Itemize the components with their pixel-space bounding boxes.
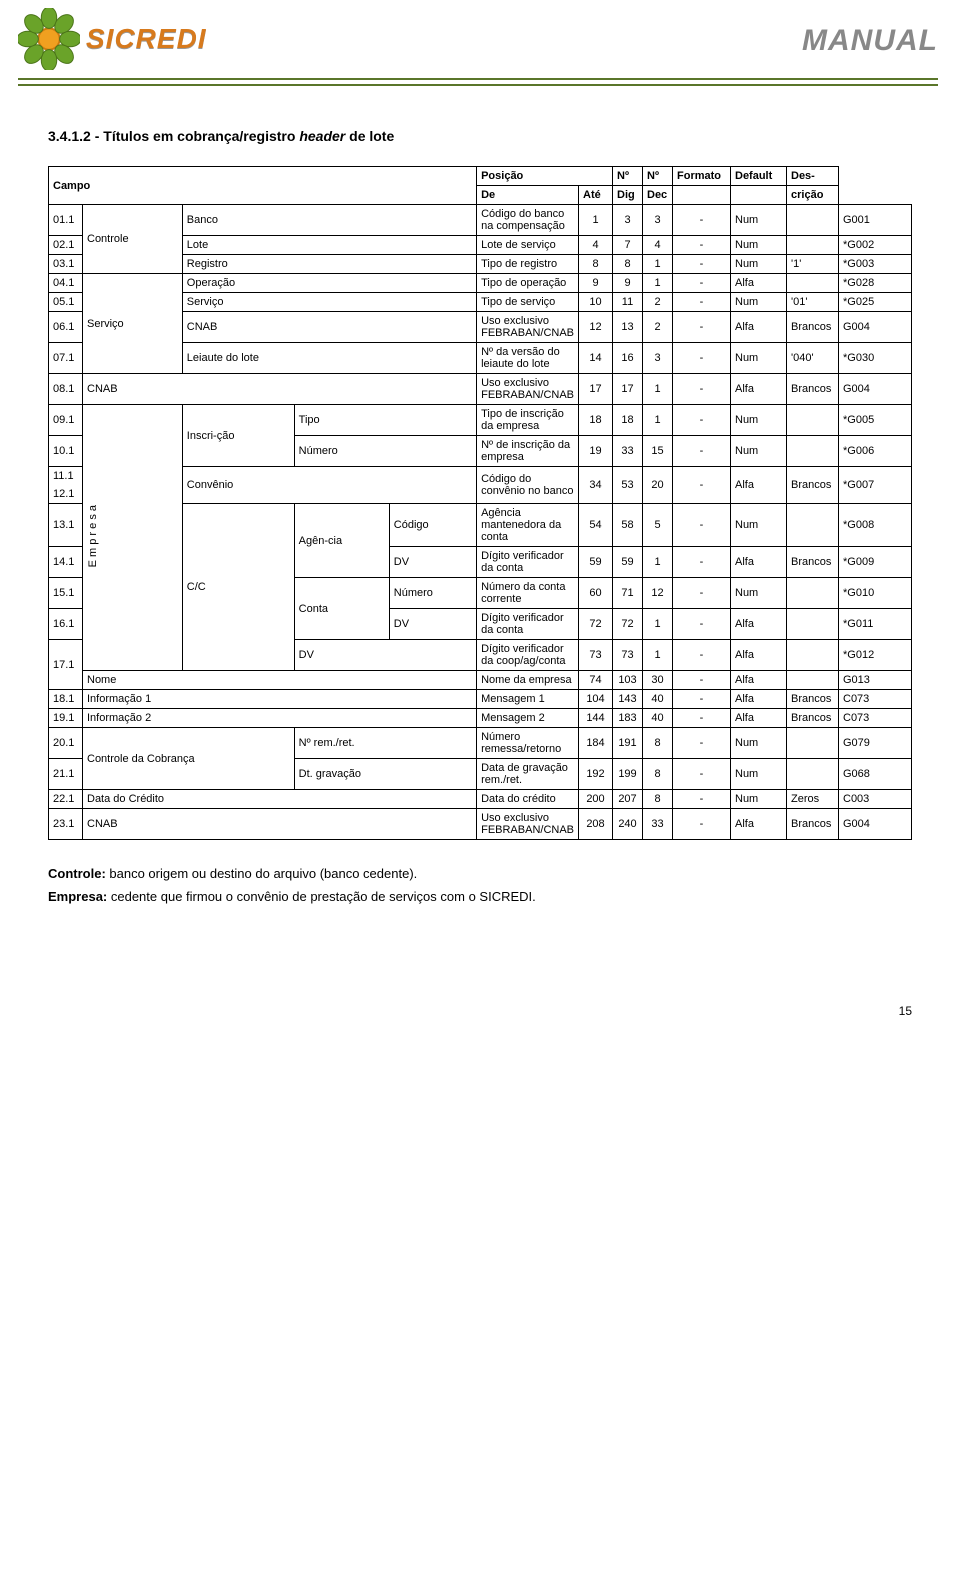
brand-name: SICREDI (86, 23, 207, 55)
th-dec: Dec (643, 186, 673, 205)
note-controle: Controle: banco origem ou destino do arq… (48, 866, 912, 881)
page-header: SICREDI MANUAL (0, 0, 960, 98)
cell-empresa: E m p r e s a (83, 405, 183, 671)
th-default: Default (731, 167, 787, 186)
note-empresa-bold: Empresa: (48, 889, 107, 904)
table-row: Nome Nome da empresa 74 103 30 - Alfa G0… (49, 671, 912, 690)
th-n1: Nº (613, 167, 643, 186)
cell-num: 01.1 (49, 205, 83, 236)
th-cricao: crição (787, 186, 839, 205)
spec-table: Campo Posição Nº Nº Formato Default Des-… (48, 166, 912, 840)
th-de: De (477, 186, 579, 205)
section-heading: 3.4.1.2 - Títulos em cobrança/registro h… (48, 128, 912, 144)
th-blank1 (673, 186, 731, 205)
page-number: 15 (0, 1004, 960, 1018)
section-number: 3.4.1.2 (48, 128, 91, 144)
page-content: 3.4.1.2 - Títulos em cobrança/registro h… (0, 98, 960, 944)
table-row: 01.1 Controle Banco Código do banco na c… (49, 205, 912, 236)
table-row: 09.1 E m p r e s a Inscri-ção Tipo Tipo … (49, 405, 912, 436)
th-posicao: Posição (477, 167, 613, 186)
gear-icon (18, 8, 80, 70)
table-row: 23.1 CNAB Uso exclusivo FEBRABAN/CNAB 20… (49, 809, 912, 840)
header-divider (18, 78, 938, 88)
table-row: 04.1 Serviço Operação Tipo de operação 9… (49, 274, 912, 293)
section-title-suffix: de lote (345, 128, 394, 144)
th-n2: Nº (643, 167, 673, 186)
note-controle-text: banco origem ou destino do arquivo (banc… (106, 866, 417, 881)
cell-controle: Controle (83, 205, 183, 274)
cell-controle-cobranca: Controle da Cobrança (83, 728, 295, 790)
cell-conta: Conta (294, 578, 389, 640)
table-row: 22.1 Data do Crédito Data do crédito 200… (49, 790, 912, 809)
table-head-row1: Campo Posição Nº Nº Formato Default Des- (49, 167, 912, 186)
manual-label: MANUAL (802, 24, 938, 58)
th-formato: Formato (673, 167, 731, 186)
th-blank2 (731, 186, 787, 205)
cell-agencia: Agên-cia (294, 504, 389, 578)
cell-servico: Serviço (83, 274, 183, 374)
section-title-italic: header (299, 128, 345, 144)
table-row: 18.1 Informação 1 Mensagem 1 104 143 40 … (49, 690, 912, 709)
th-desc: Des- (787, 167, 839, 186)
th-dig: Dig (613, 186, 643, 205)
table-row: 20.1 Controle da Cobrança Nº rem./ret. N… (49, 728, 912, 759)
note-empresa-text: cedente que firmou o convênio de prestaç… (107, 889, 536, 904)
cell-inscricao: Inscri-ção (182, 405, 294, 467)
note-controle-bold: Controle: (48, 866, 106, 881)
th-ate: Até (579, 186, 613, 205)
th-campo: Campo (49, 167, 477, 205)
cell-cc: C/C (182, 504, 294, 671)
cell-field: Banco (182, 205, 476, 236)
table-row: 08.1 CNAB Uso exclusivo FEBRABAN/CNAB 17… (49, 374, 912, 405)
note-empresa: Empresa: cedente que firmou o convênio d… (48, 889, 912, 904)
table-row: 19.1 Informação 2 Mensagem 2 144 183 40 … (49, 709, 912, 728)
brand-logo: SICREDI (18, 8, 207, 70)
section-title-prefix: - Títulos em cobrança/registro (91, 128, 300, 144)
cell-desc: Código do banco na compensação (477, 205, 579, 236)
